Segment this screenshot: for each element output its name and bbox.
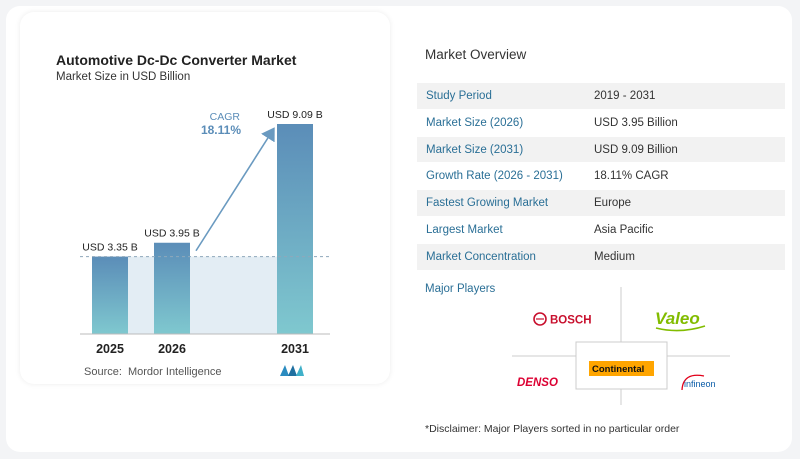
overview-label: Market Size (2031)	[426, 143, 524, 156]
denso-logo-text: DENSO	[517, 377, 558, 389]
overview-label: Market Concentration	[426, 250, 536, 263]
overview-row: Growth Rate (2026 - 2031) 18.11% CAGR	[417, 163, 785, 191]
data-label-2026: USD 3.95 B	[144, 228, 199, 240]
grid-center-box	[575, 341, 668, 390]
bosch-emblem-icon	[533, 312, 547, 326]
overview-value: USD 9.09 Billion	[594, 143, 678, 156]
overview-value: 18.11% CAGR	[594, 170, 669, 183]
chart-title: Automotive Dc-Dc Converter Market	[56, 52, 297, 68]
continental-logo-badge	[589, 361, 654, 376]
valeo-logo-text: Valeo	[655, 309, 700, 328]
overview-row: Fastest Growing Market Europe	[417, 190, 785, 217]
cagr-arrow-icon	[195, 127, 275, 252]
cagr-value: 18.11%	[201, 123, 241, 137]
overview-value: 2019 - 2031	[594, 90, 656, 102]
bar-2026	[154, 242, 190, 334]
disclaimer: *Disclaimer: Major Players sorted in no …	[425, 423, 680, 435]
x-tick-label: 2031	[281, 342, 309, 356]
overview-label: Growth Rate (2026 - 2031)	[426, 170, 563, 183]
data-label-2025: USD 3.35 B	[82, 242, 137, 254]
overview-value: USD 3.95 Billion	[594, 116, 678, 129]
overview-label: Study Period	[426, 90, 492, 102]
infineon-logo-text: infineon	[684, 379, 716, 389]
infineon-swoosh-icon	[681, 374, 705, 391]
chart-subtitle: Market Size in USD Billion	[56, 71, 191, 83]
overview-label: Fastest Growing Market	[426, 197, 549, 210]
overview-row: Largest Market Asia Pacific	[417, 216, 785, 244]
x-tick-label: 2026	[158, 342, 186, 356]
valeo-logo: Valeo	[655, 309, 706, 332]
infineon-logo: infineon	[681, 374, 716, 391]
mordor-logo-icon	[280, 365, 304, 376]
overview-label: Largest Market	[426, 223, 503, 236]
bosch-logo: BOSCH	[533, 312, 592, 327]
data-label-2031: USD 9.09 B	[267, 109, 322, 121]
overview-title: Market Overview	[425, 47, 527, 62]
overview-table: Study Period 2019 - 2031 Market Size (20…	[417, 83, 785, 271]
source-name: Mordor Intelligence	[127, 366, 222, 378]
bar-2025	[92, 256, 128, 334]
source-label: Source:	[84, 366, 122, 378]
source-credit: Source: Mordor Intelligence	[84, 366, 222, 378]
overview-row: Study Period 2019 - 2031	[417, 83, 785, 110]
continental-logo: Continental	[589, 361, 654, 376]
overview-value: Asia Pacific	[594, 223, 654, 236]
overview-row: Market Size (2026) USD 3.95 Billion	[417, 109, 785, 137]
cagr-label: CAGR	[210, 111, 241, 123]
overview-row: Market Concentration Medium	[417, 243, 785, 271]
reference-band	[92, 256, 313, 334]
overview-row: Market Size (2031) USD 9.09 Billion	[417, 136, 785, 164]
overview-label: Market Size (2026)	[426, 116, 524, 129]
major-players-title: Major Players	[425, 283, 496, 295]
overview-value: Medium	[594, 250, 635, 263]
continental-logo-text: Continental	[592, 364, 644, 375]
bar-2031	[277, 124, 313, 334]
overview-value: Europe	[594, 197, 632, 210]
x-tick-label: 2025	[96, 342, 124, 356]
bosch-logo-text: BOSCH	[550, 315, 592, 327]
